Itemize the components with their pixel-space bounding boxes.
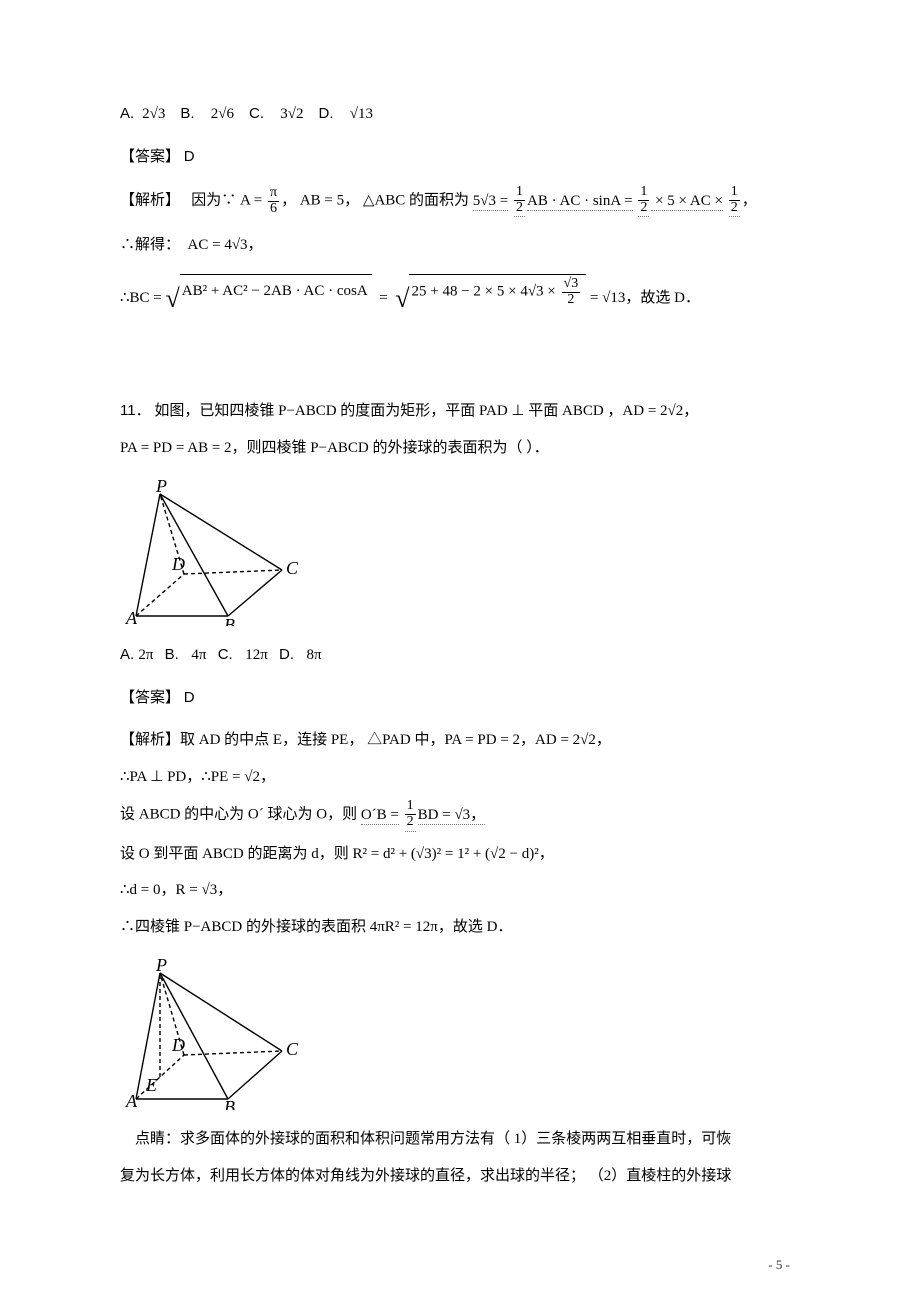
q11-figure-1: P A B C D (120, 476, 800, 631)
q10-analysis-l2: ∴解得： AC = 4√3， (120, 231, 800, 260)
spacer (120, 337, 800, 397)
q10-options: A. 2√3 B. 2√6 C. 3√2 D. √13 (120, 100, 800, 129)
frac-half-1: 1 2 (514, 185, 525, 217)
opt-b-label: B. (180, 105, 207, 122)
label2-A: A (125, 1091, 138, 1110)
q11-sol-l3a: 设 ABCD 的中心为 O´ 球心为 O，则 (120, 807, 357, 823)
q11-answer-label: 【答案】 (120, 690, 180, 706)
q11-frac-half: 1 2 (405, 799, 416, 831)
opt-d-value: √13 (350, 106, 373, 122)
label-C: C (286, 558, 299, 578)
opt-d-label: D. (319, 105, 347, 122)
q11-obeq-pre: O´B = (361, 807, 399, 825)
label2-D: D (171, 1035, 185, 1055)
area-tail: × 5 × AC × (651, 193, 723, 211)
q11-figure-2: P A B C D E (120, 955, 800, 1115)
label-B: B (224, 615, 235, 626)
bc-pre: ∴BC = (120, 290, 162, 306)
area-lhs: 5√3 = (473, 193, 508, 211)
answer-label: 【答案】 (120, 149, 180, 165)
ab-eq: AB = 5， (300, 193, 359, 209)
ac-eq: AC = 4√3， (188, 237, 263, 253)
eq-sign: = (379, 290, 387, 306)
q11-stem1: 如图，已知四棱锥 P−ABCD 的度面为矩形，平面 PAD ⊥ 平面 ABCD … (154, 403, 698, 419)
root2-frac: √3 2 (562, 277, 581, 307)
opt-b-value: 2√6 (211, 106, 234, 122)
q11-opt-b: 4π (191, 647, 206, 663)
frac-pi-6: π 6 (268, 186, 279, 216)
q10-answer: 【答案】 D (120, 143, 800, 172)
q11-sol-l3: 设 ABCD 的中心为 O´ 球心为 O，则 O´B = 1 2 BD = √3… (120, 799, 800, 831)
q11-sol-l2: ∴PA ⊥ PD，∴PE = √2， (120, 763, 800, 792)
q11-options: A. 2π B. 4π C. 12π D. 8π (120, 641, 800, 670)
q10-analysis-l1: 【解析】 因为∵ A = π 6 ， AB = 5， △ABC 的面积为 5√3… (120, 185, 800, 217)
root2-prefix: 25 + 48 − 2 × 5 × 4√3 × (411, 284, 555, 300)
area-phrase: △ABC 的面积为 (363, 193, 469, 209)
label2-E: E (145, 1075, 157, 1095)
q11-stem-l2: PA = PD = AB = 2，则四棱锥 P−ABCD 的外接球的表面积为（ … (120, 434, 800, 463)
label2-P: P (155, 955, 167, 975)
label-P: P (155, 476, 167, 496)
opt-c-label: C. (249, 105, 277, 122)
page-number: - 5 - (768, 1257, 790, 1273)
label-D: D (171, 554, 185, 574)
label-A: A (125, 608, 138, 626)
q11-sol-l6: ∴四棱锥 P−ABCD 的外接球的表面积 4πR² = 12π，故选 D． (120, 913, 800, 942)
answer-value: D (184, 148, 195, 165)
q11-opt-d: 8π (307, 647, 322, 663)
label2-C: C (286, 1039, 299, 1059)
area-mid: AB · AC · sinA = (527, 193, 633, 211)
q11-answer: 【答案】 D (120, 684, 800, 713)
q11-sol-l4: 设 O 到平面 ABCD 的距离为 d，则 R² = d² + (√3)² = … (120, 840, 800, 869)
q10-final: = √13，故选 D． (590, 290, 700, 306)
root-2: √ 25 + 48 − 2 × 5 × 4√3 × √3 2 (395, 274, 586, 323)
q11-opt-a: 2π (138, 647, 153, 663)
page: A. 2√3 B. 2√6 C. 3√2 D. √13 【答案】 D 【解析】 … (0, 0, 920, 1303)
frac-half-2: 1 2 (638, 185, 649, 217)
frac-half-3: 1 2 (729, 185, 740, 217)
root-1: √AB² + AC² − 2AB · AC · cosA (166, 274, 372, 323)
label2-B: B (224, 1097, 235, 1110)
q11-obeq-post: BD = √3， (418, 807, 486, 825)
q11-tip-l2: 复为长方体，利用长方体的体对角线为外接球的直径，求出球的半径； （2）直棱柱的外… (120, 1162, 800, 1191)
opt-c-value: 3√2 (280, 106, 303, 122)
q10-analysis-l3: ∴BC = √AB² + AC² − 2AB · AC · cosA = √ 2… (120, 274, 800, 323)
solve-label: ∴解得： (120, 237, 180, 253)
q11-opt-c: 12π (245, 647, 268, 663)
analysis-label: 【解析】 (120, 193, 180, 209)
opt-a-label: A. (120, 105, 138, 122)
q11-sol-l1: 【解析】取 AD 的中点 E，连接 PE， △PAD 中，PA = PD = 2… (120, 726, 800, 755)
q11-stem-l1: 11． 如图，已知四棱锥 P−ABCD 的度面为矩形，平面 PAD ⊥ 平面 A… (120, 397, 800, 426)
q11-answer-value: D (184, 689, 195, 706)
q11-sol-l5: ∴d = 0，R = √3， (120, 876, 800, 905)
q11-number: 11． (120, 402, 151, 419)
text-because: 因为∵ (191, 193, 236, 209)
q11-tip-l1: 点睛：求多面体的外接球的面积和体积问题常用方法有（ 1）三条棱两两互相垂直时，可… (120, 1125, 800, 1154)
opt-a-value: 2√3 (142, 106, 165, 122)
